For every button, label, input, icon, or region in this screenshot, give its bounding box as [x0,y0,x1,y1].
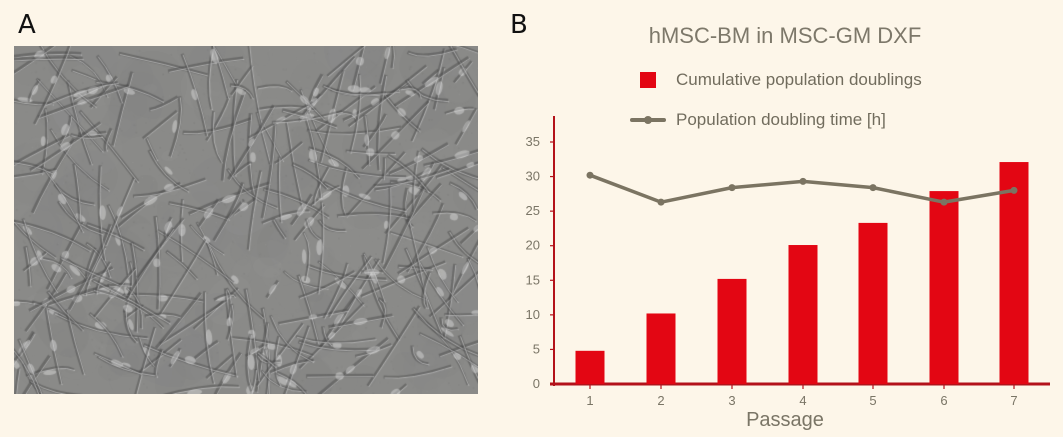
chart-title: hMSC-BM in MSC-GM DXF [649,23,922,48]
line-series [586,171,1018,206]
y-tick-label: 5 [533,341,540,356]
doubling-time-point-5 [869,184,877,192]
y-tick-label: 15 [526,272,540,287]
bar-passage-1 [575,350,605,384]
legend-line-label: Population doubling time [h] [676,110,886,129]
bar-passage-3 [717,278,747,384]
phase-contrast-micrograph [14,46,478,394]
y-axis-ticks: 0 5 10 15 20 25 30 35 [526,134,554,391]
panel-b-label: B [510,10,528,40]
x-tick-label: 6 [940,393,947,408]
legend-line-marker [644,116,652,124]
x-axis-title: Passage [746,409,824,431]
x-tick-label: 5 [869,393,876,408]
y-tick-label: 0 [533,376,540,391]
y-tick-label: 10 [526,307,540,322]
x-tick-label: 3 [728,393,735,408]
doubling-time-point-1 [586,171,594,179]
y-tick-label: 25 [526,203,540,218]
x-tick-label: 1 [586,393,593,408]
y-tick-label: 30 [526,169,540,184]
doubling-time-point-7 [1010,186,1018,194]
doubling-time-point-6 [940,198,948,206]
legend-bar-label: Cumulative population doublings [676,70,922,89]
bar-passage-7 [999,162,1029,384]
x-tick-label: 2 [657,393,664,408]
doubling-time-point-2 [657,198,665,206]
doubling-time-point-3 [728,184,736,192]
panel-a-label: A [18,10,36,40]
x-tick-label: 4 [799,393,806,408]
bar-passage-5 [858,222,888,384]
legend: Cumulative population doublings Populati… [630,70,922,129]
x-axis-ticks: 1 2 3 4 5 6 7 [586,384,1018,408]
bar-passage-2 [646,313,676,384]
bar-series [575,162,1029,384]
y-tick-label: 35 [526,134,540,149]
bar-passage-4 [788,245,818,384]
bar-passage-6 [929,191,959,384]
x-tick-label: 7 [1010,393,1017,408]
y-tick-label: 20 [526,238,540,253]
legend-bar-swatch [640,72,656,88]
doubling-time-point-4 [799,177,807,185]
